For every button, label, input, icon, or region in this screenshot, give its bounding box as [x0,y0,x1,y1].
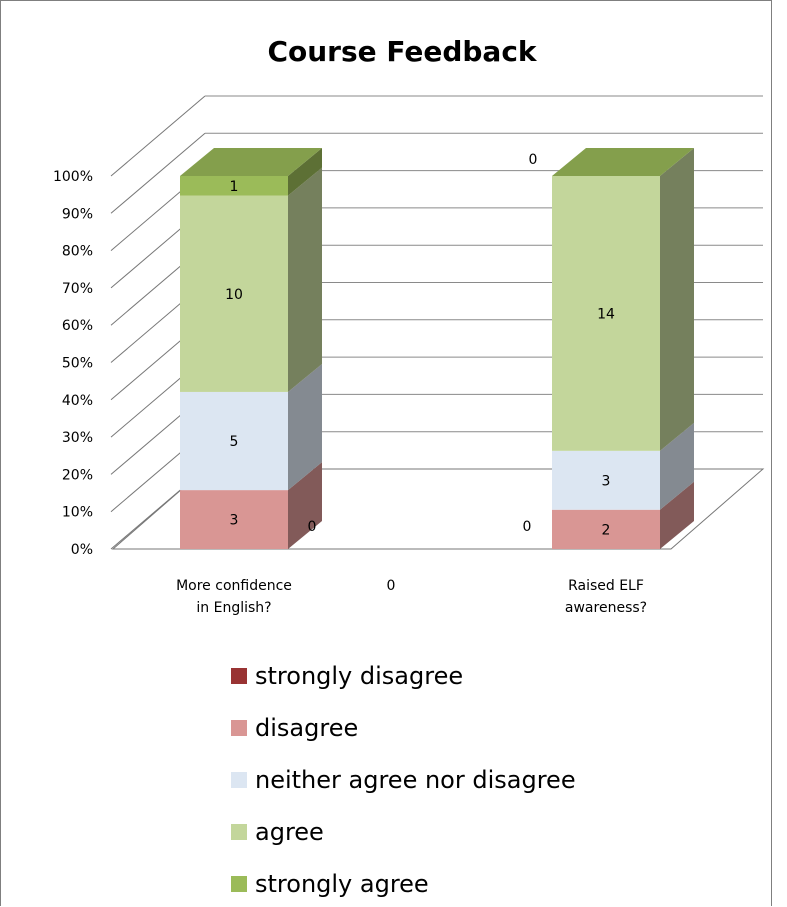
legend-item: strongly agree [231,870,429,898]
bar-front [180,195,288,392]
legend-swatch [231,668,247,684]
y-tick-label: 30% [62,430,93,446]
x-category-label: in English? [196,600,271,616]
y-tick-label: 70% [62,281,93,297]
x-category-label: 0 [387,578,396,594]
x-category-label: Raised ELF [568,578,644,594]
bar-front [180,176,288,196]
bar-side [288,167,322,392]
y-tick-label: 50% [62,356,93,372]
y-tick-label: 60% [62,318,93,334]
legend-swatch [231,720,247,736]
legend-swatch [231,824,247,840]
bar-top [552,148,694,176]
data-label: 3 [602,473,611,489]
x-category-label: awareness? [565,600,647,616]
bar-side [660,422,694,510]
legend-swatch [231,876,247,892]
bar-side [660,481,694,549]
zero-data-label: 0 [308,519,317,535]
legend-swatch [231,772,247,788]
data-label: 5 [230,434,239,450]
legend-item: agree [231,818,324,846]
bar-front [552,450,660,510]
y-tick-label: 0% [71,542,93,558]
zero-data-label: 0 [529,152,538,168]
bar-front [552,176,660,451]
bars: 3 5 10 1 2 3 14 0 0 0 [180,148,694,549]
bar-segment: 14 [552,148,694,451]
data-label: 10 [225,287,243,303]
y-tick-label: 20% [62,467,93,483]
legend-label: strongly agree [255,870,429,898]
side-wall-gridline [110,95,206,177]
y-tick-label: 90% [62,206,93,222]
bar-segment: 2 [552,481,694,549]
bar-segment: 3 [180,462,322,549]
bar-side [288,148,322,196]
y-tick-label: 40% [62,393,93,409]
chart-title: Course Feedback [267,35,537,68]
bar-side [660,148,694,451]
bar-front [180,391,288,491]
bar-front [552,509,660,549]
bar-side [288,462,322,549]
legend-item: neither agree nor disagree [231,766,576,794]
y-axis: 0% 10% 20% 30% 40% 50% 60% 70% 80% 90% 100% [53,169,93,558]
y-tick-label: 10% [62,505,93,521]
bar-segment: 10 [180,167,322,392]
data-label: 3 [230,513,239,529]
legend-label: agree [255,818,324,846]
legend-label: neither agree nor disagree [255,766,576,794]
data-label: 14 [597,306,615,322]
legend: strongly disagree disagree neither agree n… [231,662,576,898]
y-tick-label: 100% [53,169,93,185]
bar-front [180,490,288,549]
bar-segment: 3 [552,422,694,510]
legend-label: disagree [255,714,358,742]
floor [111,468,765,550]
bar-segment: 1 [180,148,322,196]
bar-segment: 5 [180,363,322,491]
legend-item: strongly disagree [231,662,463,690]
x-category-label: More confidence [176,578,292,594]
side-wall-gridline [110,132,206,214]
bar-top [180,148,322,176]
zero-data-label: 0 [523,519,532,535]
x-axis: More confidence in English? 0 Raised ELF awa… [176,578,647,616]
data-label: 1 [230,179,239,195]
bar-side [288,363,322,491]
legend-item: disagree [231,714,358,742]
y-tick-label: 80% [62,244,93,260]
chart-frame: Course Feedback 0% 10% 20% 30% 40% 50% 60% 70% 8… [0,0,772,906]
legend-label: strongly disagree [255,662,463,690]
data-label: 2 [602,522,611,538]
